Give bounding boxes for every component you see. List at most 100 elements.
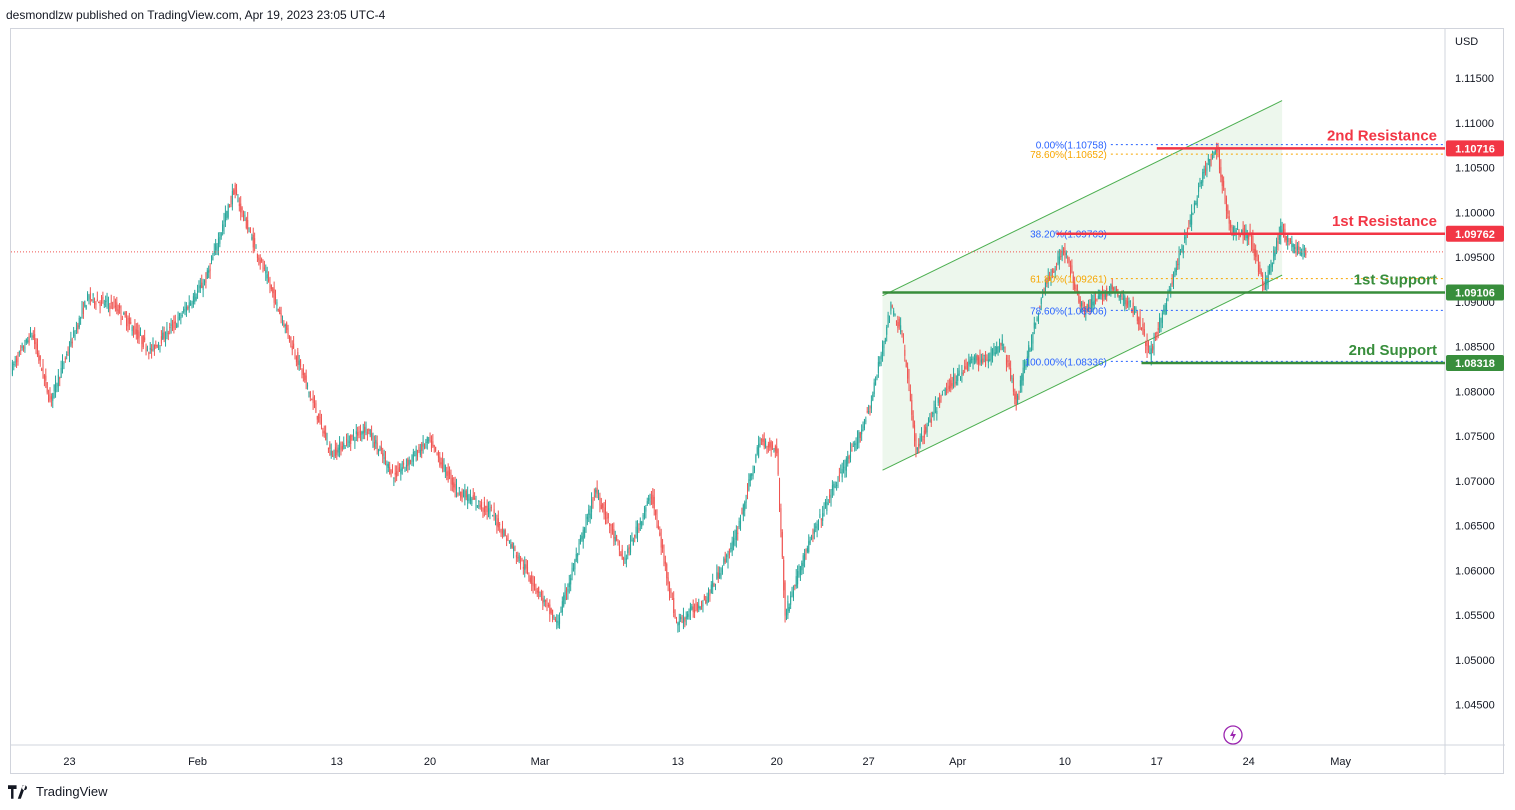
candle-body bbox=[568, 582, 570, 588]
candle-body bbox=[387, 464, 389, 468]
candle-body bbox=[664, 561, 666, 564]
candle-body bbox=[493, 509, 495, 514]
candle-body bbox=[536, 590, 538, 593]
candle-body bbox=[776, 446, 778, 454]
candle-body bbox=[314, 401, 316, 405]
x-tick-label: 20 bbox=[424, 756, 436, 768]
candle-body bbox=[351, 435, 353, 437]
candle-body bbox=[17, 357, 19, 362]
candle-body bbox=[49, 392, 51, 401]
candle-body bbox=[219, 236, 221, 244]
candle-body bbox=[1170, 288, 1172, 292]
candle-body bbox=[35, 342, 37, 349]
candle-body bbox=[909, 390, 911, 401]
candle-body bbox=[1139, 316, 1141, 330]
candle-body bbox=[1026, 356, 1028, 365]
candle-body bbox=[92, 294, 94, 296]
candle-body bbox=[192, 296, 194, 305]
candle-body bbox=[727, 555, 729, 562]
candle-body bbox=[1033, 322, 1035, 329]
currency-label: USD bbox=[1455, 36, 1478, 48]
candle-body bbox=[479, 504, 481, 508]
candle-body bbox=[128, 317, 130, 324]
candle-body bbox=[215, 243, 217, 251]
candle-body bbox=[717, 572, 719, 579]
candle-body bbox=[602, 503, 604, 508]
candle-body bbox=[30, 331, 32, 337]
x-tick-label: Feb bbox=[188, 756, 207, 768]
candle-body bbox=[308, 391, 310, 394]
candle-body bbox=[801, 562, 803, 571]
candle-body bbox=[993, 346, 995, 354]
candle-body bbox=[1141, 328, 1143, 330]
candle-body bbox=[533, 577, 535, 587]
candle-body bbox=[380, 446, 382, 451]
candle-body bbox=[830, 489, 832, 500]
candle-body bbox=[1270, 261, 1272, 274]
y-tick-label: 1.07500 bbox=[1455, 431, 1495, 443]
candle-body bbox=[205, 278, 207, 283]
candle-body bbox=[966, 366, 968, 370]
candle-body bbox=[1246, 235, 1248, 239]
candle-body bbox=[280, 313, 282, 317]
candle-body bbox=[488, 508, 490, 514]
candle-body bbox=[868, 411, 870, 413]
y-tick-label: 1.10000 bbox=[1455, 207, 1495, 219]
candle-body bbox=[131, 326, 133, 332]
candle-body bbox=[233, 189, 235, 195]
candle-body bbox=[499, 524, 501, 526]
candle-body bbox=[449, 471, 451, 475]
candle-body bbox=[677, 622, 679, 626]
candle-body bbox=[674, 613, 676, 618]
price-chart[interactable]: 1.04500 1.05000 1.05500 1.06000 1.06500 1.070… bbox=[11, 29, 1505, 775]
candle-body bbox=[563, 595, 565, 607]
candle-body bbox=[82, 307, 84, 315]
candle-body bbox=[1231, 226, 1233, 230]
candle-body bbox=[847, 456, 849, 464]
candle-body bbox=[838, 474, 840, 477]
candle-body bbox=[199, 285, 201, 289]
candle-body bbox=[339, 442, 341, 450]
candle-body bbox=[429, 437, 431, 439]
candle-body bbox=[1032, 332, 1034, 344]
candle-body bbox=[46, 382, 48, 393]
candle-body bbox=[191, 304, 193, 306]
candle-body bbox=[720, 572, 722, 577]
lightning-icon bbox=[1223, 725, 1243, 745]
candle-body bbox=[327, 447, 329, 450]
candle-body bbox=[1008, 362, 1010, 367]
chart-frame[interactable]: 1.04500 1.05000 1.05500 1.06000 1.06500 1.070… bbox=[10, 28, 1505, 775]
candle-body bbox=[172, 325, 174, 329]
candle-body bbox=[276, 302, 278, 306]
candle-body bbox=[937, 397, 939, 403]
candle-body bbox=[861, 429, 863, 435]
candle-body bbox=[56, 384, 58, 388]
candle-body bbox=[1010, 368, 1012, 380]
candle-body bbox=[1056, 266, 1058, 268]
candle-body bbox=[740, 521, 742, 524]
tradingview-footer[interactable]: TradingView bbox=[8, 784, 108, 799]
candle-body bbox=[229, 206, 231, 208]
candle-body bbox=[1202, 172, 1204, 183]
candle-body bbox=[525, 564, 527, 569]
candle-body bbox=[234, 184, 236, 195]
candle-body bbox=[297, 352, 299, 365]
candle-body bbox=[824, 501, 826, 505]
candle-body bbox=[879, 361, 881, 365]
candle-body bbox=[804, 554, 806, 562]
candle-body bbox=[809, 539, 811, 544]
candle-body bbox=[773, 448, 775, 450]
x-tick-label: 13 bbox=[331, 756, 343, 768]
candle-body bbox=[281, 320, 283, 322]
candle-body bbox=[412, 452, 414, 462]
candle-body bbox=[1210, 159, 1212, 161]
candle-body bbox=[283, 323, 285, 328]
candle-body bbox=[1214, 150, 1216, 155]
candle-body bbox=[1075, 288, 1077, 293]
candle-body bbox=[596, 487, 598, 495]
candle-body bbox=[1264, 278, 1266, 290]
candle-body bbox=[794, 584, 796, 586]
candle-body bbox=[862, 426, 864, 431]
candle-body bbox=[721, 568, 723, 573]
candle-body bbox=[918, 443, 920, 447]
